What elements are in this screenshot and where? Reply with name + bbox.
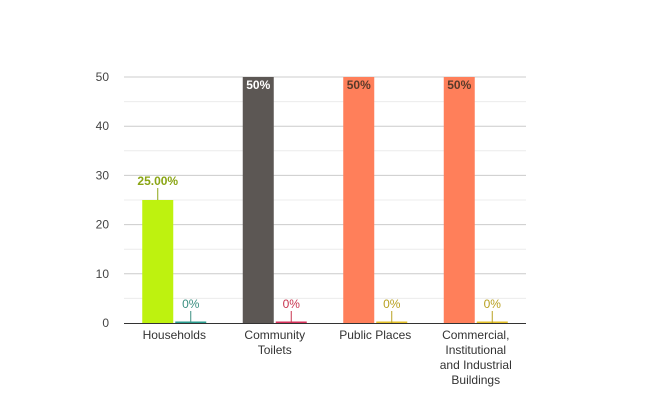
x-tick-label: Public Places <box>339 328 411 342</box>
x-tick-label-line: Buildings <box>451 373 500 387</box>
y-tick-label: 40 <box>96 119 110 133</box>
bar <box>443 77 475 323</box>
y-tick-label: 30 <box>96 168 110 182</box>
x-tick-label: Community Toilets <box>244 328 305 357</box>
data-label: 50% <box>347 78 371 92</box>
data-label: 0% <box>182 297 200 311</box>
y-tick-label: 50 <box>96 70 110 84</box>
x-tick-label-line: Community <box>244 328 305 342</box>
x-tick-label-line: Institutional <box>445 343 506 357</box>
y-tick-label: 10 <box>96 267 110 281</box>
x-tick-label: Commercial, Institutional and Industrial Bu… <box>440 328 512 387</box>
bar <box>142 200 174 323</box>
data-label: 50% <box>246 78 270 92</box>
y-axis: 0 10 20 30 40 50 <box>96 70 110 330</box>
data-labels: 25.00% 0% 50% 0% 50% 0% 50% 0% <box>137 78 501 323</box>
y-tick-label: 0 <box>102 316 109 330</box>
data-label: 25.00% <box>137 174 178 188</box>
x-tick-label-line: Public Places <box>339 328 411 342</box>
x-tick-label-line: Toilets <box>258 343 292 357</box>
bar <box>242 77 274 323</box>
x-tick-label-line: Households <box>143 328 206 342</box>
bar <box>343 77 375 323</box>
data-label: 0% <box>283 297 301 311</box>
x-tick-label-line: Commercial, <box>442 328 509 342</box>
data-label: 0% <box>383 297 401 311</box>
y-tick-label: 20 <box>96 218 110 232</box>
x-tick-label-line: and Industrial <box>440 358 512 372</box>
x-tick-label: Households <box>143 328 206 342</box>
x-axis: Households Community Toilets Public Places C… <box>124 323 526 387</box>
data-label: 0% <box>484 297 502 311</box>
bars <box>142 77 508 323</box>
data-label: 50% <box>447 78 471 92</box>
